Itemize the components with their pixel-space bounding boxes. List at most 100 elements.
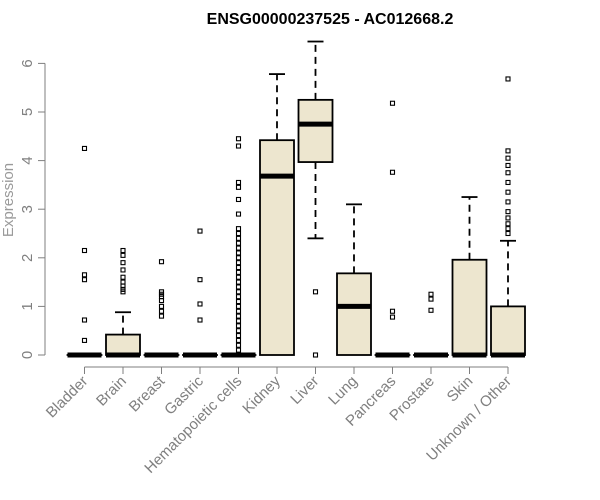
outlier-point bbox=[120, 247, 126, 254]
outlier-point bbox=[235, 211, 242, 217]
y-tick-label: 5 bbox=[19, 108, 36, 116]
box-body bbox=[451, 258, 488, 356]
outlier-point bbox=[505, 179, 511, 186]
outlier-point bbox=[235, 289, 242, 295]
outlier-point bbox=[505, 230, 511, 237]
y-tick-label: 2 bbox=[19, 254, 36, 262]
box-group bbox=[490, 76, 526, 358]
outlier-point bbox=[428, 296, 434, 302]
x-tick-label: Bladder bbox=[43, 373, 92, 422]
outlier-point bbox=[505, 215, 511, 221]
outlier-point bbox=[235, 313, 242, 319]
outlier-point bbox=[235, 308, 242, 314]
outlier-point bbox=[505, 221, 511, 227]
outlier-point bbox=[81, 247, 88, 254]
outlier-point bbox=[235, 323, 242, 329]
outlier-point bbox=[235, 240, 242, 246]
outlier-point bbox=[81, 277, 88, 283]
outlier-point bbox=[197, 277, 203, 283]
outlier-point bbox=[235, 250, 242, 256]
outlier-point bbox=[389, 100, 396, 106]
y-tick-label: 1 bbox=[19, 302, 36, 310]
outlier-point bbox=[505, 226, 511, 232]
outlier-point bbox=[389, 314, 396, 320]
box-group bbox=[105, 247, 141, 358]
outlier-point bbox=[120, 252, 126, 258]
outlier-point bbox=[158, 298, 165, 304]
box-body bbox=[297, 98, 334, 163]
outlier-point bbox=[120, 267, 126, 273]
outlier-point bbox=[235, 235, 242, 241]
outlier-point bbox=[235, 298, 242, 305]
outlier-point bbox=[120, 289, 126, 295]
outlier-point bbox=[81, 272, 88, 278]
outlier-point bbox=[312, 352, 319, 358]
outlier-point bbox=[235, 260, 242, 266]
outlier-point bbox=[197, 317, 203, 323]
outlier-point bbox=[235, 347, 242, 353]
outlier-point bbox=[505, 148, 511, 154]
outlier-point bbox=[235, 264, 242, 271]
outlier-point bbox=[505, 170, 511, 176]
box-group bbox=[297, 40, 334, 358]
outlier-point bbox=[235, 279, 242, 285]
outlier-point bbox=[235, 274, 242, 280]
outlier-point bbox=[235, 269, 242, 275]
outlier-point bbox=[81, 337, 88, 343]
y-tick-label: 3 bbox=[19, 205, 36, 213]
outlier-point bbox=[197, 228, 203, 234]
box-group bbox=[143, 259, 180, 358]
x-tick-label: Skin bbox=[444, 373, 477, 406]
outlier-point bbox=[81, 145, 88, 151]
box-group bbox=[66, 145, 103, 358]
outlier-point bbox=[428, 291, 434, 297]
box-group bbox=[451, 196, 488, 358]
outlier-point bbox=[235, 226, 242, 232]
outlier-point bbox=[235, 303, 242, 309]
outlier-point bbox=[389, 308, 396, 314]
y-tick-label: 6 bbox=[19, 59, 36, 67]
outlier-point bbox=[120, 283, 126, 289]
outlier-point bbox=[158, 259, 165, 265]
outlier-point bbox=[235, 196, 242, 203]
x-tick-label: Kidney bbox=[239, 372, 284, 417]
outlier-point bbox=[235, 179, 242, 186]
x-tick-label: Lung bbox=[325, 373, 361, 409]
x-tick-label: Liver bbox=[287, 373, 322, 408]
outlier-point bbox=[505, 155, 511, 161]
outlier-point bbox=[312, 289, 319, 295]
outlier-point bbox=[235, 284, 242, 290]
outlier-point bbox=[505, 189, 511, 195]
outlier-point bbox=[120, 274, 126, 280]
outlier-point bbox=[235, 337, 242, 343]
outlier-point bbox=[235, 136, 242, 142]
box-group bbox=[259, 73, 295, 356]
chart-title: ENSG00000237525 - AC012668.2 bbox=[207, 11, 454, 28]
outlier-point bbox=[235, 143, 242, 149]
outlier-point bbox=[235, 184, 242, 190]
box-group bbox=[374, 100, 411, 358]
y-tick-label: 0 bbox=[19, 351, 36, 359]
outlier-point bbox=[505, 209, 511, 215]
outlier-point bbox=[235, 294, 242, 300]
outlier-point bbox=[389, 169, 396, 175]
y-axis-label: Expression bbox=[0, 163, 17, 237]
outlier-point bbox=[505, 162, 511, 169]
outlier-point bbox=[235, 333, 242, 339]
box-body bbox=[259, 139, 295, 356]
outlier-point bbox=[120, 260, 126, 266]
box-group bbox=[413, 291, 449, 358]
outlier-point bbox=[505, 199, 511, 205]
box-group bbox=[336, 203, 372, 356]
x-tick-label: Brain bbox=[93, 373, 130, 410]
box-group bbox=[182, 228, 218, 358]
outlier-point bbox=[158, 308, 165, 314]
box-body bbox=[336, 272, 372, 356]
outlier-point bbox=[158, 303, 165, 309]
outlier-point bbox=[197, 301, 203, 307]
box-body bbox=[105, 333, 141, 356]
outlier-point bbox=[235, 342, 242, 348]
y-tick-label: 4 bbox=[19, 156, 36, 164]
